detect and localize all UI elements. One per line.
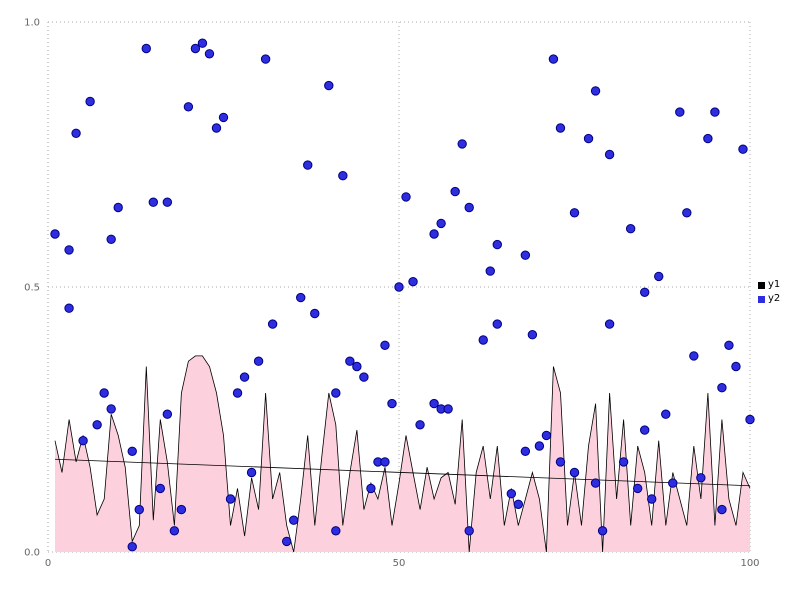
legend-label-y2: y2 — [768, 293, 781, 304]
legend-swatch-y1-icon — [758, 281, 765, 289]
svg-text:1.0: 1.0 — [24, 18, 40, 29]
legend-item-y2: y2 — [758, 293, 780, 305]
chart-legend: y1 y2 — [758, 279, 780, 305]
legend-swatch-y2-icon — [758, 295, 765, 303]
svg-text:50: 50 — [393, 558, 406, 569]
legend-label-y1: y1 — [768, 279, 781, 290]
svg-text:100: 100 — [740, 558, 759, 569]
svg-text:0.5: 0.5 — [24, 283, 40, 294]
svg-text:0: 0 — [45, 558, 51, 569]
svg-text:0.0: 0.0 — [24, 548, 40, 559]
legend-item-y1: y1 — [758, 279, 780, 291]
